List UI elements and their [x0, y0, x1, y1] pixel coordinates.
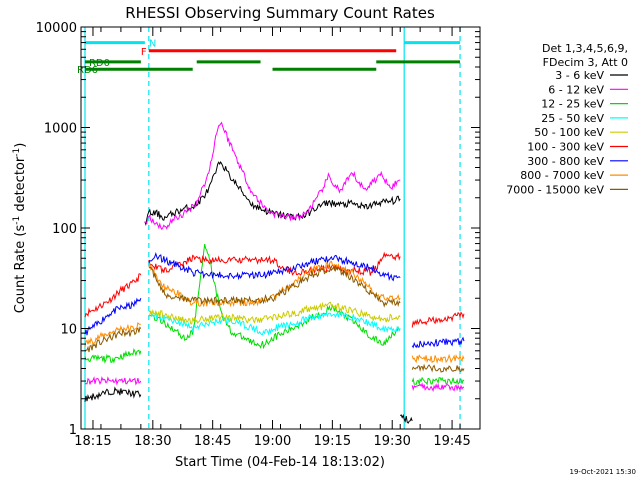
y-axis: 1 10 100 1000 10000	[36, 21, 480, 438]
series-7000-15000-kev	[148, 264, 401, 308]
series-25-50-kev	[148, 310, 401, 336]
x-axis: 18:15 18:30 18:45 19:00 19:15 19:30 19:45	[74, 27, 481, 449]
legend-label-100-300-kev: 100 - 300 keV	[527, 141, 604, 154]
legend-label-800-7000-kev: 800 - 7000 keV	[520, 169, 604, 182]
x-tick-label: 19:30	[373, 434, 410, 449]
legend-label-12-25-kev: 12 - 25 keV	[541, 98, 604, 111]
series-layer	[84, 121, 465, 424]
series-pre-6-12-kev	[84, 376, 142, 386]
series-6-12-kev	[144, 121, 401, 231]
flag-label-n: N	[149, 39, 156, 50]
series-pre-3-6-kev	[84, 386, 142, 402]
series-post-12-25-kev	[411, 376, 465, 386]
legend-label-3-6-kev: 3 - 6 keV	[555, 69, 604, 82]
legend: Det 1,3,4,5,6,9,FDecim 3, Att 03 - 6 keV…	[506, 42, 628, 196]
legend-label-300-800-kev: 300 - 800 keV	[527, 155, 604, 168]
series-300-800-kev	[148, 251, 401, 282]
series-pre-12-25-kev	[84, 347, 142, 364]
x-tick-label: 18:30	[134, 434, 171, 449]
series-pre-7000-15000-kev	[84, 326, 142, 353]
series-post-7000-15000-kev	[411, 363, 465, 373]
series-pre-300-800-kev	[84, 297, 142, 336]
series-post-800-7000-kev	[411, 353, 465, 364]
x-tick-label: 19:15	[314, 434, 351, 449]
legend-header: FDecim 3, Att 0	[543, 56, 628, 69]
x-tick-label: 18:45	[194, 434, 231, 449]
series-12-25-kev	[148, 243, 401, 350]
legend-label-25-50-kev: 25 - 50 keV	[541, 112, 604, 125]
legend-header: Det 1,3,4,5,6,9,	[542, 42, 628, 55]
flag-label-rd0: RD0	[89, 58, 110, 69]
legend-label-7000-15000-kev: 7000 - 15000 keV	[506, 183, 604, 196]
x-axis-label: Start Time (04-Feb-14 18:13:02)	[175, 455, 385, 470]
y-tick-label: 10000	[36, 21, 77, 36]
y-axis-label: Count Rate (s-1 detector-1)	[12, 143, 28, 314]
series-800-7000-kev	[148, 260, 401, 308]
x-tick-label: 18:15	[74, 434, 111, 449]
y-tick-label: 10	[60, 323, 77, 338]
x-tick-label: 19:45	[433, 434, 470, 449]
footer-date: 19-Oct-2021 15:30	[570, 468, 636, 476]
flag-label-rd6: RD6	[77, 65, 98, 76]
x-tick-label: 19:00	[254, 434, 291, 449]
series-100-300-kev	[148, 251, 401, 276]
series-50-100-kev	[148, 301, 401, 325]
vertical-markers	[84, 27, 461, 429]
legend-label-50-100-kev: 50 - 100 keV	[534, 126, 604, 139]
y-tick-label: 100	[52, 222, 77, 237]
y-tick-label: 1000	[44, 122, 77, 137]
series-post-300-800-kev	[411, 336, 465, 349]
series-post-6-12-kev	[411, 382, 464, 392]
chart-title: RHESSI Observing Summary Count Rates	[125, 4, 435, 22]
series-pre-100-300-kev	[84, 273, 142, 318]
series-post-3-6-kev	[399, 413, 413, 424]
series-pre-800-7000-kev	[84, 321, 141, 347]
legend-label-6-12-kev: 6 - 12 keV	[548, 83, 604, 96]
flag-label-f: F	[141, 47, 147, 58]
y-tick-label: 1	[69, 423, 77, 438]
series-post-100-300-kev	[411, 311, 465, 328]
